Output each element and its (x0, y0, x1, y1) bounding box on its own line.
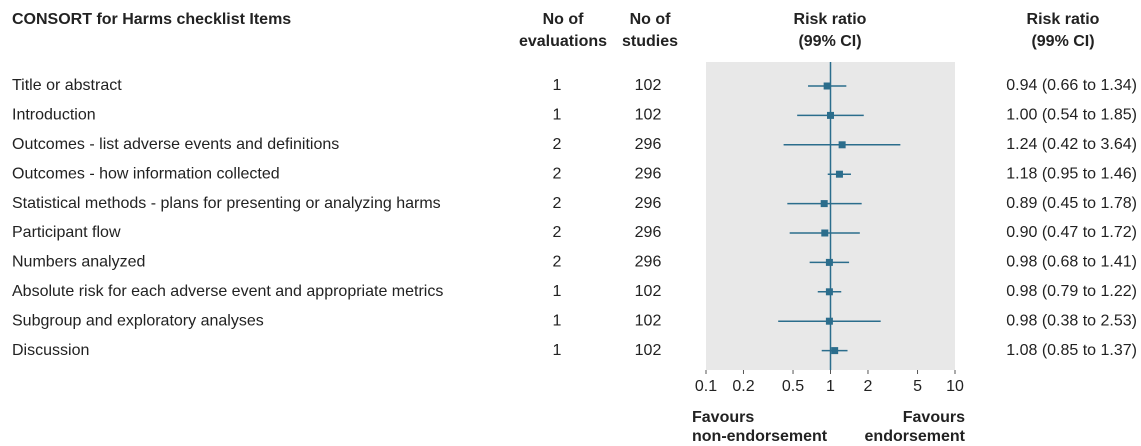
point-estimate (827, 111, 834, 119)
point-estimate (835, 170, 843, 178)
row-label: Statistical methods - plans for presenti… (12, 195, 441, 212)
row-label: Outcomes - list adverse events and defin… (12, 136, 339, 153)
studies-cell: 296 (635, 195, 662, 212)
row-label: Title or abstract (12, 77, 122, 94)
ci-label: 0.89 (0.45 to 1.78) (1006, 195, 1137, 212)
ci-label: 0.94 (0.66 to 1.34) (1006, 77, 1137, 94)
row-label: Discussion (12, 342, 89, 359)
point-estimate (838, 141, 846, 149)
row-label: Participant flow (12, 224, 121, 241)
ci-label: 1.08 (0.85 to 1.37) (1006, 342, 1137, 359)
evaluations-cell: 1 (553, 342, 562, 359)
ci-label: 1.00 (0.54 to 1.85) (1006, 107, 1137, 124)
studies-cell: 102 (635, 107, 662, 124)
favours-left: Favours (692, 409, 754, 426)
row-label: Numbers analyzed (12, 254, 145, 271)
row-label: Introduction (12, 107, 96, 124)
ci-label: 1.24 (0.42 to 3.64) (1006, 136, 1137, 153)
ci-label: 0.98 (0.68 to 1.41) (1006, 254, 1137, 271)
column-header: Risk ratio (794, 11, 867, 28)
x-tick-label: 10 (946, 378, 964, 395)
ci-label: 0.98 (0.38 to 2.53) (1006, 312, 1137, 329)
ci-label: 0.90 (0.47 to 1.72) (1006, 224, 1137, 241)
studies-cell: 102 (635, 342, 662, 359)
studies-cell: 296 (635, 254, 662, 271)
evaluations-cell: 1 (553, 77, 562, 94)
evaluations-cell: 1 (553, 107, 562, 124)
favours-right: endorsement (865, 428, 966, 445)
x-tick-label: 1 (826, 378, 835, 395)
studies-cell: 102 (635, 312, 662, 329)
row-label: Absolute risk for each adverse event and… (12, 283, 443, 300)
row-label: Subgroup and exploratory analyses (12, 312, 264, 329)
point-estimate (825, 258, 833, 266)
evaluations-cell: 1 (553, 312, 562, 329)
evaluations-cell: 2 (553, 224, 562, 241)
evaluations-cell: 1 (553, 283, 562, 300)
row-label: Outcomes - how information collected (12, 165, 280, 182)
evaluations-cell: 2 (553, 165, 562, 182)
x-tick-label: 0.1 (695, 378, 717, 395)
point-estimate (831, 347, 839, 355)
ci-label: 1.18 (0.95 to 1.46) (1006, 165, 1137, 182)
evaluations-cell: 2 (553, 195, 562, 212)
point-estimate (820, 200, 828, 208)
column-header: studies (622, 33, 678, 50)
evaluations-cell: 2 (553, 254, 562, 271)
studies-cell: 296 (635, 136, 662, 153)
studies-cell: 296 (635, 224, 662, 241)
point-estimate (821, 229, 829, 237)
studies-cell: 102 (635, 77, 662, 94)
x-tick-label: 0.2 (732, 378, 754, 395)
column-header: (99% CI) (798, 33, 861, 50)
x-tick-label: 2 (864, 378, 873, 395)
point-estimate (825, 317, 833, 325)
ci-label: 0.98 (0.79 to 1.22) (1006, 283, 1137, 300)
x-tick-label: 0.5 (782, 378, 804, 395)
studies-cell: 102 (635, 283, 662, 300)
favours-left: non-endorsement (692, 428, 828, 445)
column-header: (99% CI) (1031, 33, 1094, 50)
studies-cell: 296 (635, 165, 662, 182)
evaluations-cell: 2 (553, 136, 562, 153)
column-header: No of (630, 11, 672, 28)
point-estimate (823, 82, 831, 90)
x-tick-label: 5 (913, 378, 922, 395)
column-header: evaluations (519, 33, 607, 50)
point-estimate (825, 288, 833, 296)
table-title: CONSORT for Harms checklist Items (12, 11, 291, 28)
favours-right: Favours (903, 409, 965, 426)
column-header: Risk ratio (1027, 11, 1100, 28)
column-header: No of (543, 11, 585, 28)
